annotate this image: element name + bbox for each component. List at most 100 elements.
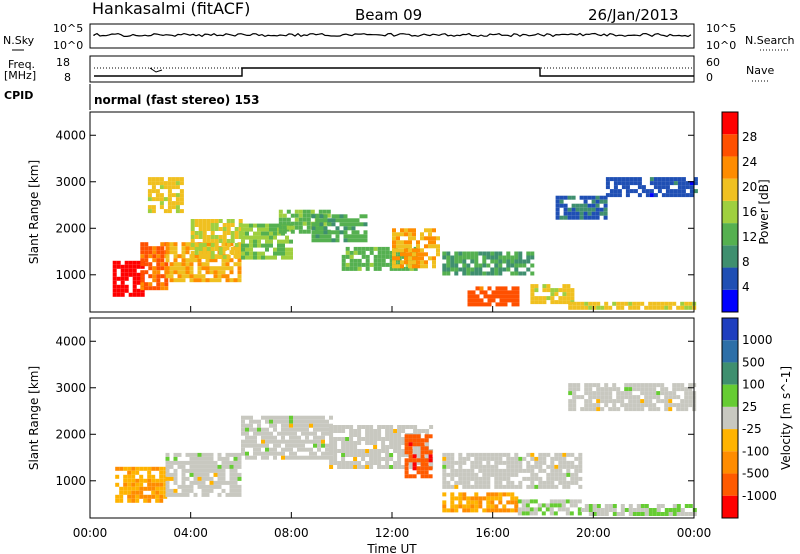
power-cell [482, 255, 487, 260]
velocity-cell [293, 443, 297, 448]
velocity-cell [257, 431, 261, 436]
velocity-cell [676, 504, 681, 508]
velocity-cell [369, 465, 374, 469]
velocity-cell [498, 452, 503, 457]
velocity-cell [225, 480, 230, 485]
power-cell [506, 263, 511, 268]
power-cell [230, 239, 235, 243]
velocity-cell [127, 498, 132, 503]
velocity-cell [506, 484, 511, 489]
power-cell [181, 250, 186, 255]
velocity-cell [533, 499, 538, 504]
velocity-cell [412, 454, 417, 459]
velocity-cell [562, 460, 567, 465]
velocity-cell [349, 461, 354, 465]
velocity-cell [373, 437, 378, 441]
velocity-cell [470, 504, 475, 509]
velocity-cell [249, 435, 253, 440]
power-cell [365, 258, 370, 263]
velocity-cell [345, 441, 350, 445]
velocity-cell [462, 492, 467, 497]
power-cell [294, 217, 299, 222]
velocity-cell [297, 427, 301, 432]
power-cell [234, 247, 239, 251]
velocity-cell [470, 508, 475, 513]
velocity-cell [329, 441, 334, 445]
power-cell [221, 262, 226, 267]
power-cell [273, 227, 277, 232]
velocity-cell [570, 472, 575, 477]
velocity-cell [281, 451, 285, 456]
velocity-cell [632, 383, 637, 388]
power-cell [454, 263, 459, 268]
power-cell [315, 230, 320, 235]
power-cell [128, 272, 133, 277]
xtick-label: 04:00 [173, 526, 208, 540]
velocity-cell [201, 484, 206, 489]
velocity-cell [644, 387, 649, 392]
velocity-cell [522, 476, 527, 481]
velocity-cell [510, 456, 515, 461]
velocity-cell [574, 480, 579, 485]
nave-dip [149, 67, 163, 73]
power-cell [570, 292, 575, 297]
velocity-cell [644, 403, 649, 408]
beam-title: Beam 09 [355, 6, 422, 24]
velocity-cell [159, 490, 164, 495]
power-cell [171, 205, 176, 210]
power-cell [620, 301, 625, 306]
velocity-cell [565, 507, 570, 512]
velocity-cell [514, 504, 519, 509]
power-cell [214, 219, 219, 223]
power-cell [351, 226, 356, 231]
velocity-cell [596, 512, 601, 516]
power-cell [562, 288, 567, 293]
velocity-cell [293, 415, 297, 420]
velocity-cell [482, 452, 487, 457]
power-cell [369, 246, 374, 251]
velocity-cell [159, 474, 164, 479]
velocity-cell [620, 391, 625, 396]
velocity-cell [490, 452, 495, 457]
power-cell [286, 209, 291, 214]
velocity-cell [518, 468, 523, 473]
velocity-cell [478, 500, 483, 505]
velocity-cell [357, 425, 362, 429]
velocity-cell [474, 508, 479, 513]
power-cell [202, 255, 207, 259]
power-cell [222, 227, 227, 231]
power-cell [550, 288, 555, 293]
velocity-cell [205, 464, 210, 469]
velocity-cell [163, 466, 168, 471]
power-colorbar-segment [722, 134, 738, 157]
power-cell [609, 177, 614, 182]
power-cell [310, 209, 315, 214]
power-cell [218, 235, 223, 239]
power-cell [302, 217, 307, 222]
power-cell [253, 239, 257, 244]
power-cell [221, 270, 226, 275]
velocity-cell [636, 403, 641, 408]
velocity-cell [672, 391, 677, 396]
velocity-cell [466, 484, 471, 489]
power-cell [515, 294, 520, 299]
power-cell [269, 235, 273, 240]
power-cell [502, 259, 507, 264]
velocity-cell [596, 399, 601, 404]
velocity-cell [233, 472, 238, 477]
velocity-colorbar-tick: -1000 [742, 489, 777, 503]
velocity-cell [672, 512, 677, 516]
power-cell [625, 181, 630, 186]
power-cell [289, 247, 293, 252]
velocity-cell [554, 456, 559, 461]
power-cell [238, 219, 243, 223]
power-cell [361, 246, 366, 251]
power-cell [286, 217, 291, 222]
velocity-cell [446, 452, 451, 457]
velocity-cell [201, 492, 206, 497]
power-cell [609, 193, 614, 198]
velocity-cell [297, 415, 301, 420]
power-cell [657, 181, 662, 186]
velocity-cell [373, 441, 378, 445]
power-cell [241, 235, 245, 240]
